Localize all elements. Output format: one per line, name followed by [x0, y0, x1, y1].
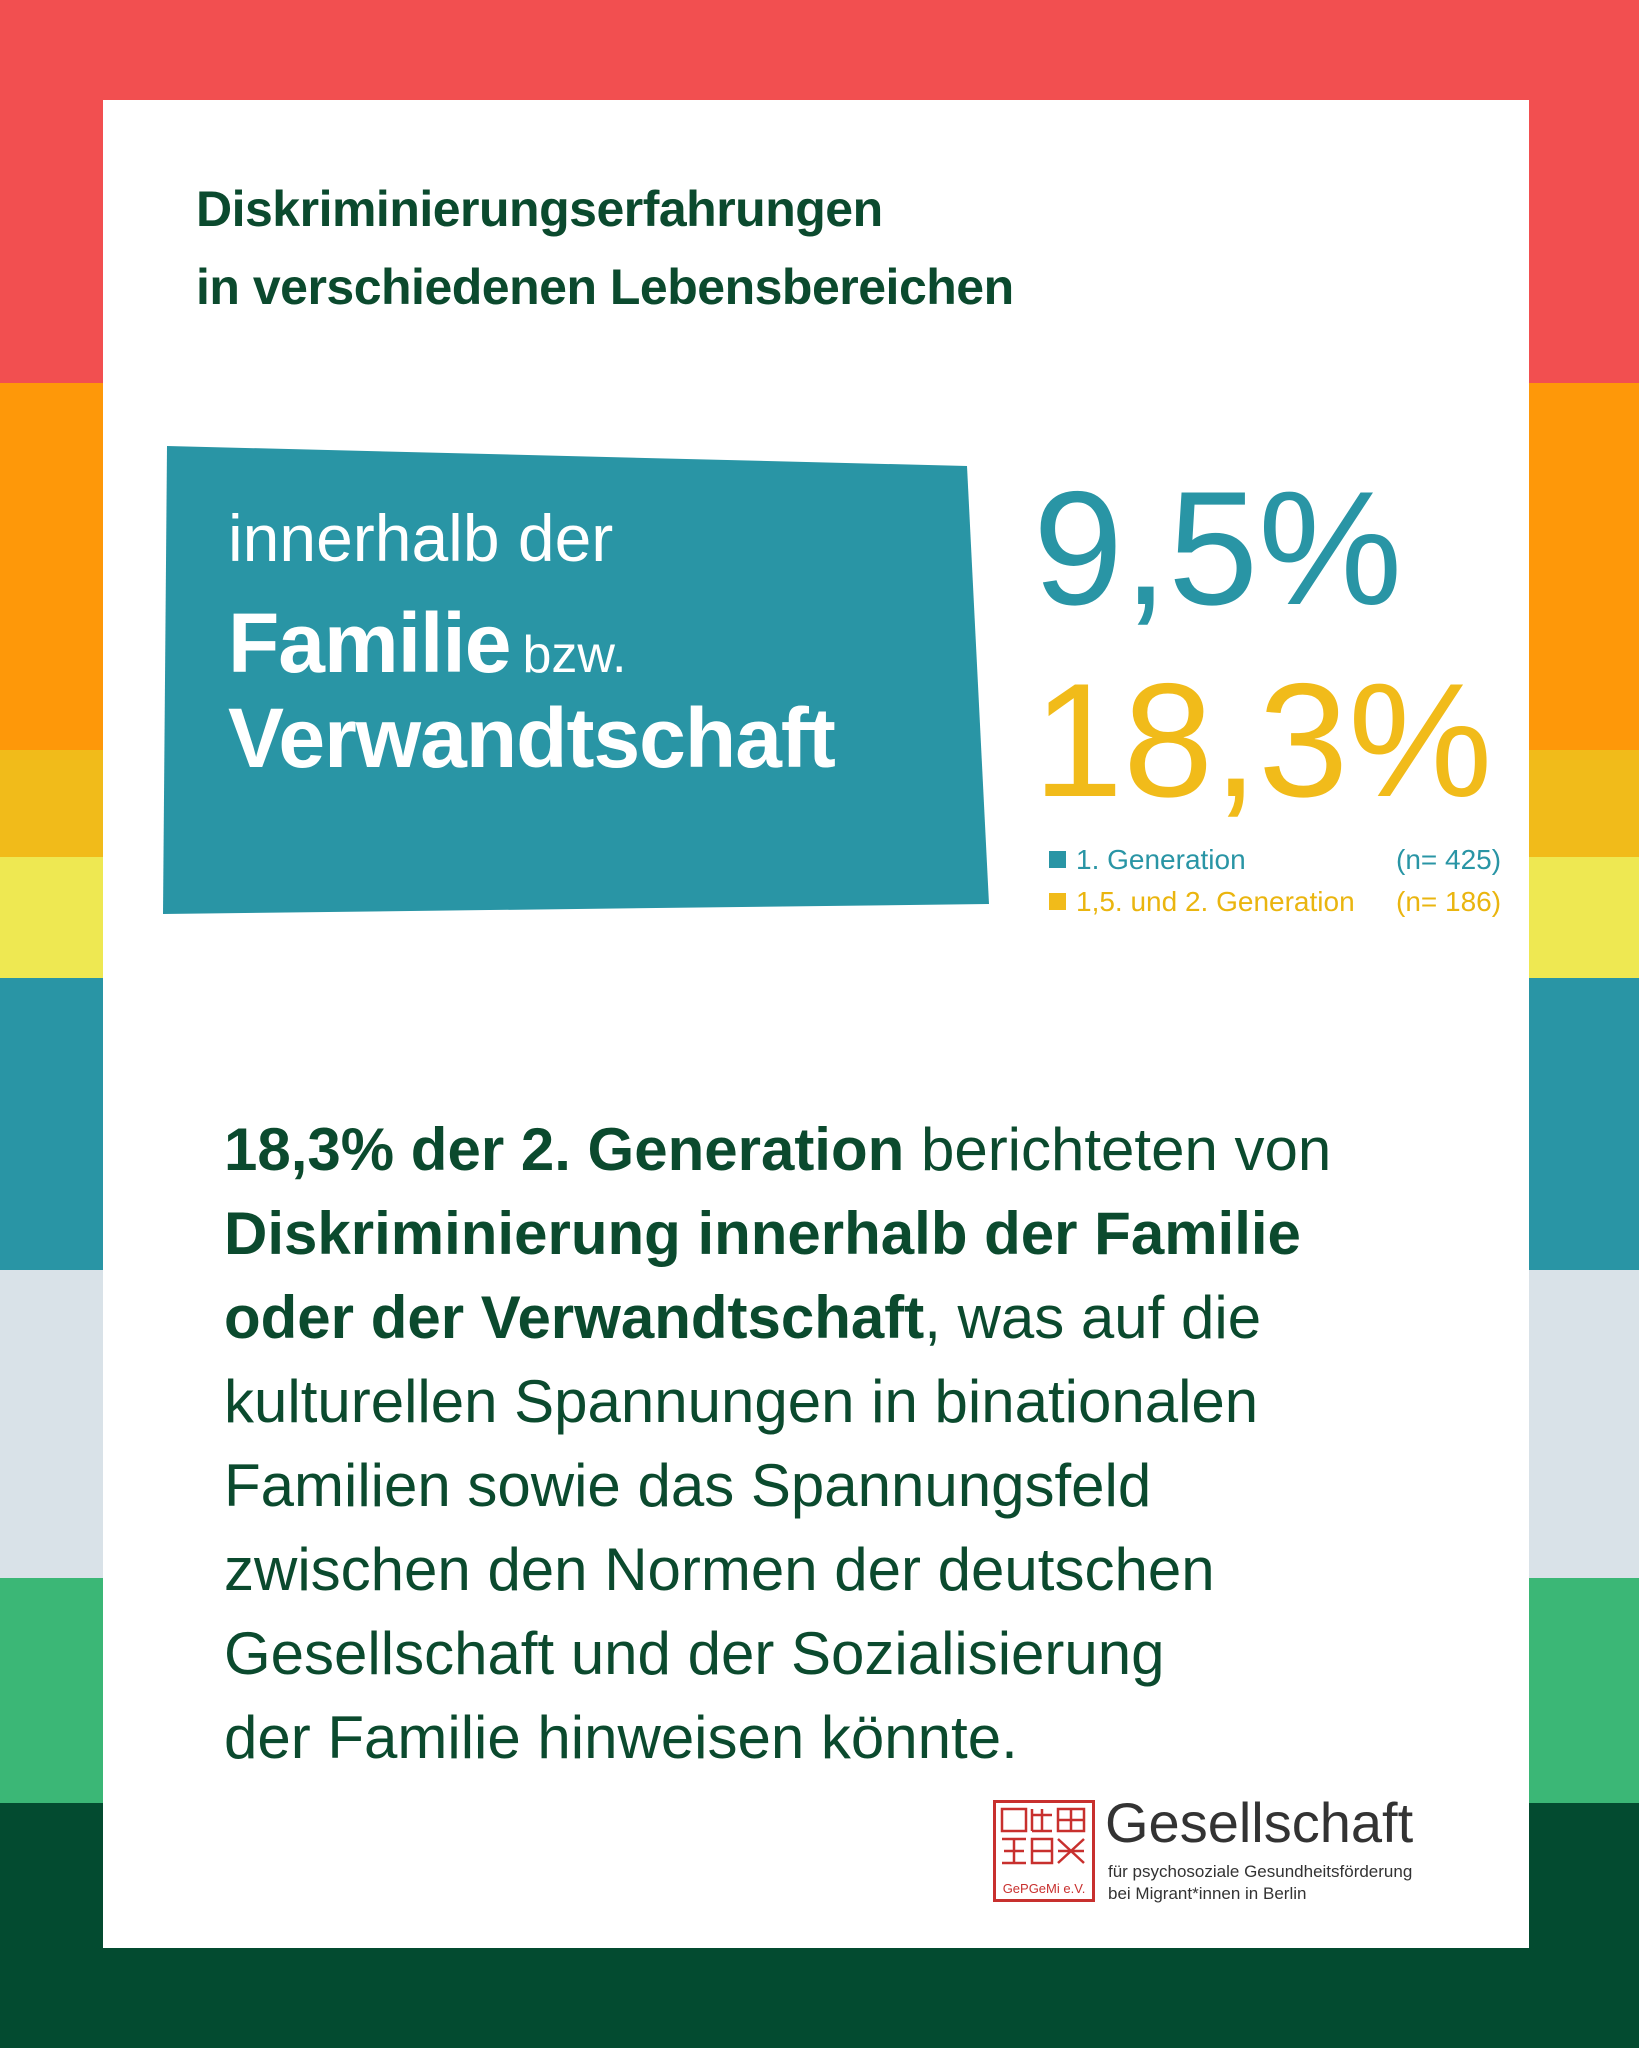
body-line-2: Diskriminierung innerhalb der Familie — [224, 1192, 1464, 1276]
body-line-3: oder der Verwandtschaft, was auf die — [224, 1276, 1464, 1360]
body-line-1: 18,3% der 2. Generation berichteten von — [224, 1108, 1464, 1192]
banner-line-3: Verwandtschaft — [228, 691, 836, 785]
banner-line-1: innerhalb der — [228, 501, 614, 575]
legend-gen1: 1. Generation (n= 425) — [1049, 844, 1501, 876]
legend-gen1-label: 1. Generation — [1076, 844, 1246, 875]
topic-banner — [163, 446, 993, 914]
seal-glyphs — [1000, 1807, 1086, 1865]
stat-gen2-value: 18,3% — [1033, 650, 1493, 831]
content-card: Diskriminierungserfahrungen in verschied… — [103, 100, 1529, 1948]
title-line-2: in verschiedenen Lebensbereichen — [196, 259, 1014, 315]
body-text-1: berichteten von — [904, 1116, 1332, 1183]
org-subtitle-1: für psychosoziale Gesundheitsförderung — [1108, 1862, 1413, 1881]
body-line-8: der Familie hinweisen könnte. — [224, 1704, 1018, 1771]
title-line-1: Diskriminierungserfahrungen — [196, 181, 883, 237]
legend-gen2-n: (n= 186) — [1396, 886, 1502, 917]
org-name: Gesellschaft — [1105, 1791, 1414, 1854]
body-line-5: Familien sowie das Spannungsfeld — [224, 1452, 1152, 1519]
legend-gen1-n: (n= 425) — [1396, 844, 1502, 875]
body-paragraph: 18,3% der 2. Generation berichteten von … — [224, 1108, 1464, 1780]
legend-swatch-yellow — [1049, 893, 1066, 911]
banner-bzw: bzw. — [522, 626, 627, 684]
legend-gen2: 1,5. und 2. Generation (n= 186) — [1049, 886, 1501, 918]
body-bold-3: oder der Verwandtschaft — [224, 1284, 925, 1351]
seal-label: GePGeMi e.V. — [1002, 1881, 1086, 1896]
body-bold-2: Diskriminierung innerhalb der Familie — [224, 1200, 1301, 1267]
body-line-7: Gesellschaft und der Sozialisierung — [224, 1620, 1165, 1687]
banner-line-2: Familie bzw. — [228, 595, 627, 692]
banner-family-word: Familie — [228, 596, 511, 690]
stat-gen1-value: 9,5% — [1033, 458, 1403, 639]
body-line-6: zwischen den Normen der deutschen — [224, 1536, 1215, 1603]
body-text-3: , was auf die — [924, 1284, 1262, 1351]
body-line-4: kulturellen Spannungen in binationalen — [224, 1368, 1259, 1435]
legend-swatch-teal — [1049, 851, 1066, 869]
seal-icon: GePGeMi e.V. — [993, 1800, 1095, 1902]
body-bold-1: 18,3% der 2. Generation — [224, 1116, 905, 1183]
banner-shape — [163, 446, 989, 914]
page-title: Diskriminierungserfahrungen in verschied… — [196, 170, 1014, 326]
legend-gen2-label: 1,5. und 2. Generation — [1076, 886, 1355, 917]
org-subtitle-2: bei Migrant*innen in Berlin — [1108, 1884, 1307, 1903]
org-logo: GePGeMi e.V. Gesellschaft für psychosozi… — [993, 1791, 1513, 1920]
